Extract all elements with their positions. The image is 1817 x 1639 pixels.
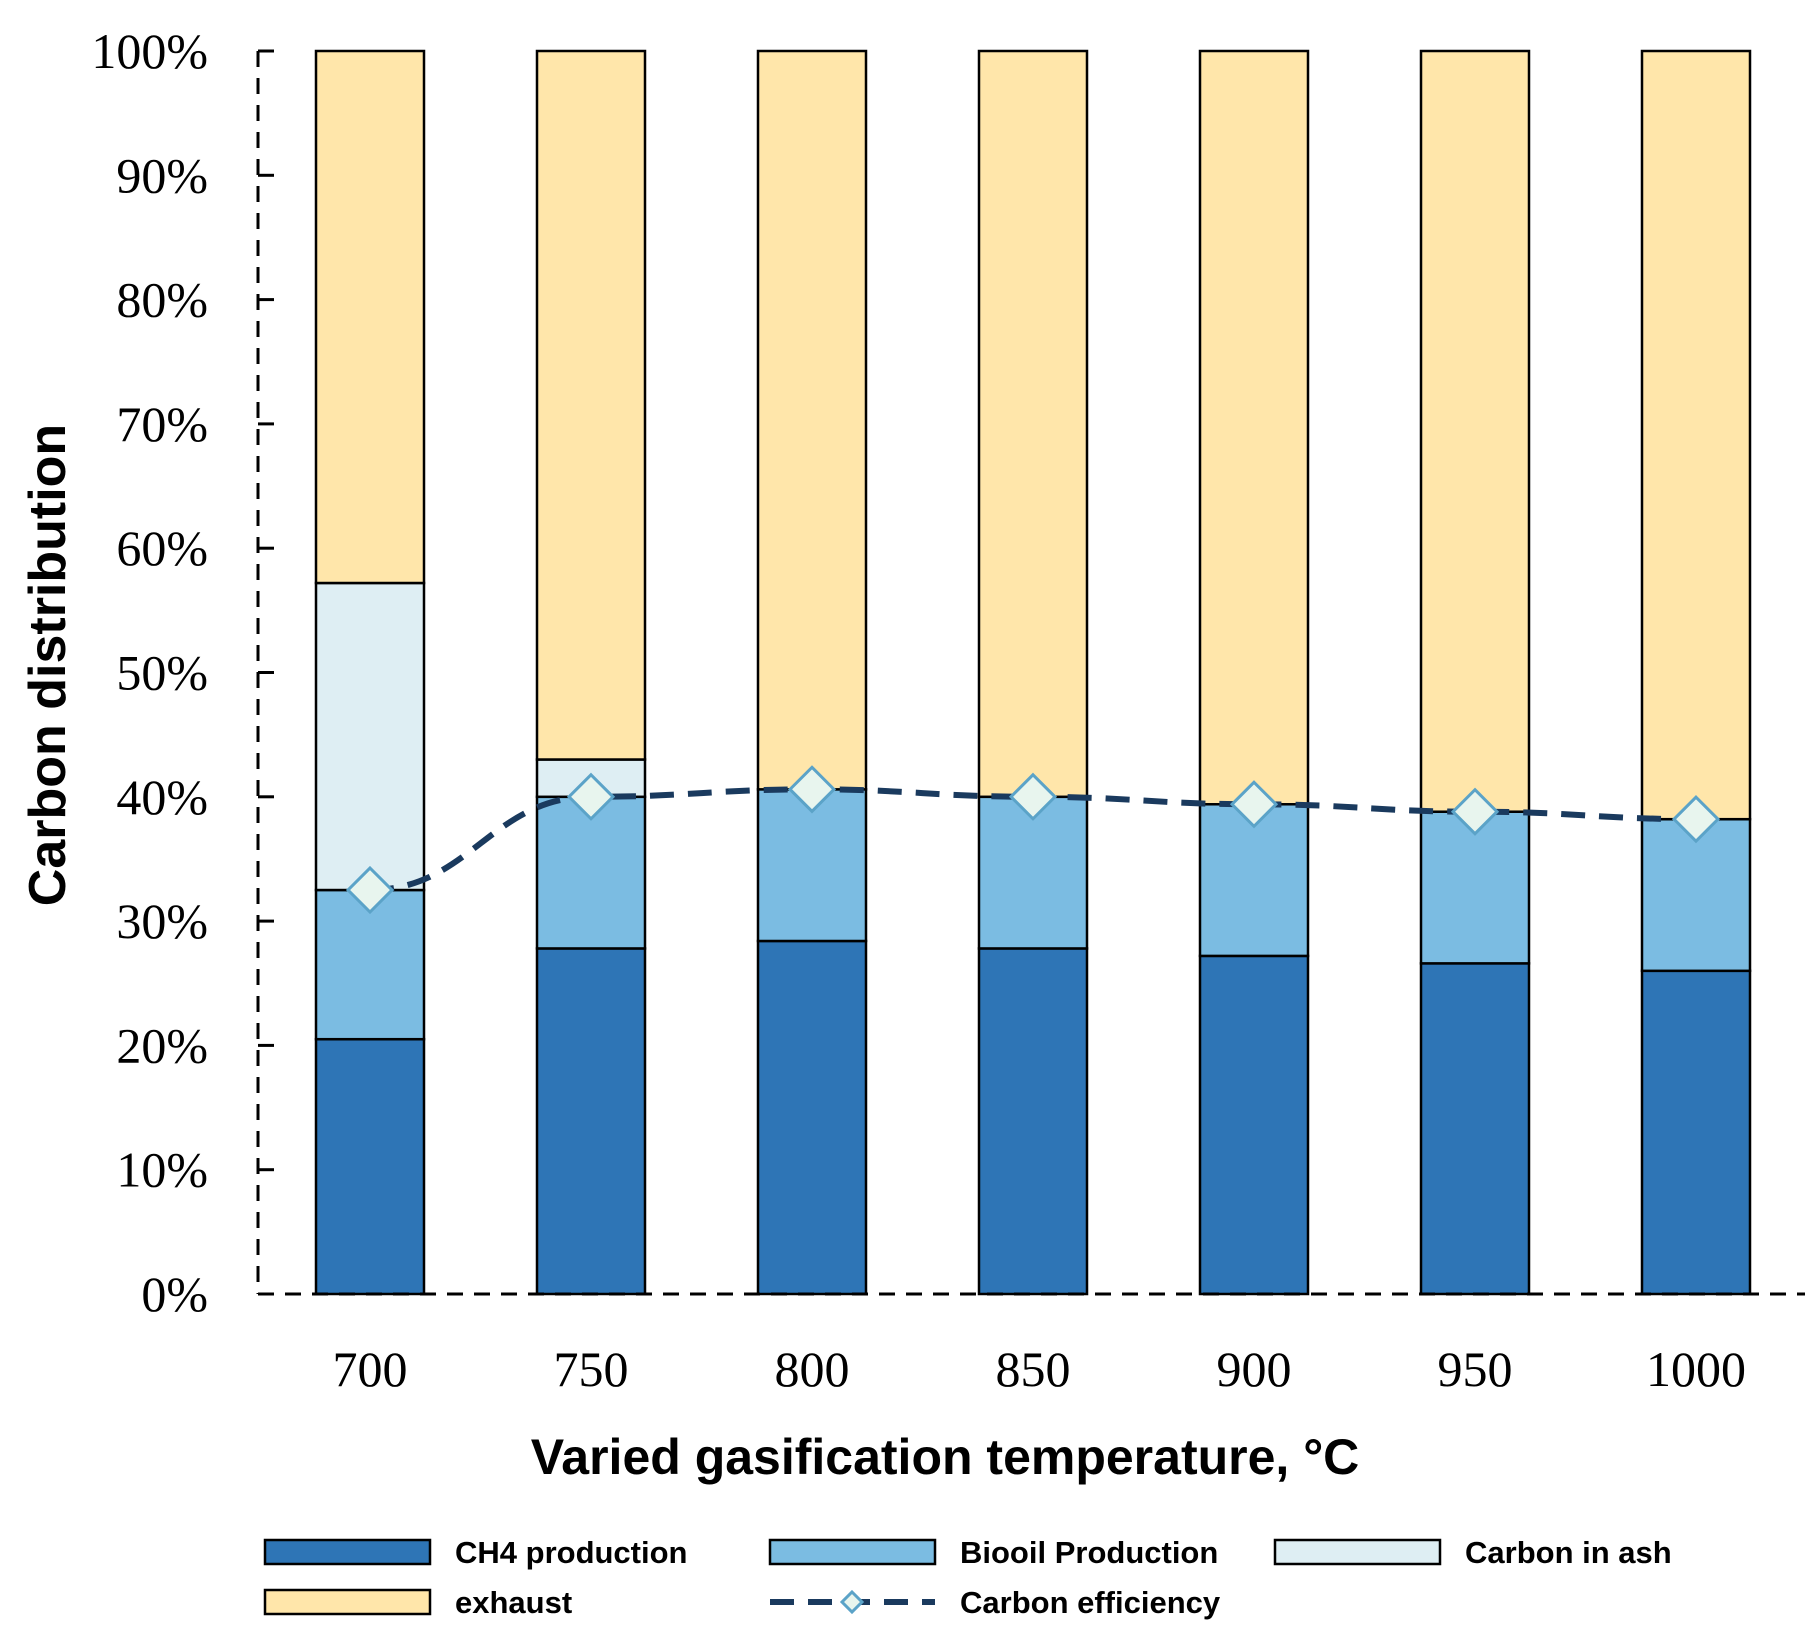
- y-tick-label: 20%: [116, 1017, 208, 1073]
- bar-segment-biooil-production: [756, 788, 868, 943]
- bar-segment-exhaust: [756, 49, 868, 791]
- bar-segment-ch4-production: [1198, 954, 1310, 1296]
- bar-segment-biooil-production: [535, 795, 647, 950]
- bar-segment-ch4-production: [977, 947, 1089, 1296]
- legend-swatch: [1273, 1538, 1442, 1566]
- carbon-efficiency-series: [345, 765, 1721, 915]
- carbon-efficiency-marker: [1450, 787, 1500, 836]
- y-tick-label: 30%: [116, 893, 208, 949]
- y-tick-label: 80%: [116, 272, 208, 328]
- legend-label: Carbon in ash: [1465, 1535, 1672, 1570]
- carbon-efficiency-marker: [345, 865, 395, 915]
- bar-segment-ch4-production: [756, 939, 868, 1296]
- legend-swatch: [768, 1538, 937, 1566]
- legend-label: CH4 production: [455, 1535, 688, 1570]
- bar-segment-exhaust: [1419, 49, 1531, 813]
- bar-segment-ch4-production: [535, 947, 647, 1296]
- legend-label: Biooil Production: [960, 1535, 1218, 1570]
- x-axis-title: Varied gasification temperature, °C: [531, 1429, 1360, 1485]
- axes: [256, 51, 1805, 1296]
- x-tick-label: 1000: [1646, 1341, 1746, 1397]
- legend-swatch: [263, 1538, 432, 1566]
- y-tick-label: 70%: [116, 396, 208, 452]
- x-tick-label: 900: [1217, 1341, 1292, 1397]
- bars: [314, 49, 1752, 1296]
- bar-segment-exhaust: [977, 49, 1089, 799]
- y-tick-label: 60%: [116, 520, 208, 576]
- bar-segment-ch4-production: [1640, 969, 1752, 1296]
- y-tick-label: 100%: [91, 23, 208, 79]
- bar-segment-ch4-production: [1419, 962, 1531, 1296]
- x-tick-label: 950: [1438, 1341, 1513, 1397]
- legend: CH4 production Biooil Production Carbon in…: [263, 1535, 1672, 1620]
- bar-segment-biooil-production: [314, 888, 426, 1041]
- y-tick-label: 40%: [116, 769, 208, 825]
- x-tick-label: 700: [333, 1341, 408, 1397]
- legend-swatch-marker: [839, 1589, 865, 1615]
- bar-segment-biooil-production: [977, 795, 1089, 950]
- carbon-efficiency-marker: [1671, 795, 1721, 844]
- legend-swatch: [263, 1588, 432, 1616]
- x-tick-label: 800: [775, 1341, 850, 1397]
- x-tick-label: 850: [996, 1341, 1071, 1397]
- y-tick-label: 90%: [116, 147, 208, 203]
- y-axis-ticks: 0% 10% 20% 30% 40% 50% 60% 70% 80% 90% 100%: [91, 23, 274, 1322]
- bar-segment-ch4-production: [314, 1037, 426, 1296]
- carbon-efficiency-marker: [1229, 780, 1279, 829]
- legend-label: Carbon efficiency: [960, 1585, 1221, 1620]
- y-tick-label: 10%: [116, 1142, 208, 1198]
- bar-segment-carbon-in-ash: [314, 581, 426, 892]
- bar-segment-exhaust: [314, 49, 426, 585]
- y-axis-title: Carbon distribution: [19, 424, 77, 906]
- x-axis-ticks: 700 750 800 850 900 950 1000: [333, 1341, 1747, 1397]
- y-tick-label: 0%: [141, 1266, 208, 1322]
- y-tick-label: 50%: [116, 645, 208, 701]
- bar-segment-exhaust: [1198, 49, 1310, 806]
- carbon-efficiency-marker: [566, 772, 616, 821]
- carbon-efficiency-marker: [787, 765, 837, 814]
- legend-label: exhaust: [455, 1585, 572, 1620]
- carbon-efficiency-marker: [1008, 772, 1058, 821]
- x-tick-label: 750: [554, 1341, 629, 1397]
- bar-segment-exhaust: [1640, 49, 1752, 821]
- bar-segment-exhaust: [535, 49, 647, 761]
